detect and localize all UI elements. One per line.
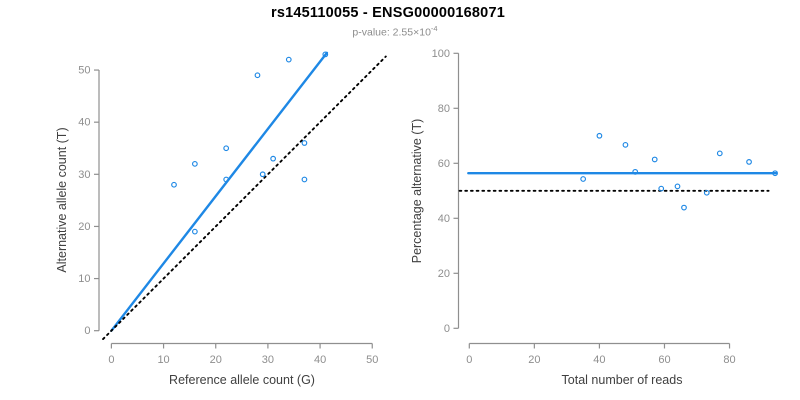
x-tick-label: 0 xyxy=(108,354,114,366)
y-tick-label: 10 xyxy=(78,273,90,285)
figure-subtitle: p-value: 2.55×10-4 xyxy=(0,24,790,39)
y-tick-label: 40 xyxy=(438,213,450,225)
x-axis-title: Reference allele count (G) xyxy=(169,373,315,387)
left-allele-count-panel: 0 10 20 30 40 50 0 10 20 30 40 50 Reference allele c… xyxy=(55,51,387,387)
data-point xyxy=(622,141,629,148)
data-point xyxy=(322,51,329,58)
y-axis-title: Alternative allele count (T) xyxy=(55,127,69,272)
y-tick-label: 0 xyxy=(444,323,450,335)
x-tick-label: 50 xyxy=(366,354,378,366)
data-point xyxy=(651,156,658,163)
data-point xyxy=(681,204,687,211)
x-tick-label: 60 xyxy=(658,354,670,366)
x-tick-label: 20 xyxy=(210,354,222,366)
y-axis-title: Percentage alternative (T) xyxy=(410,119,424,264)
data-point xyxy=(746,159,752,165)
y-tick-label: 100 xyxy=(432,48,450,60)
y-tick-label: 40 xyxy=(78,117,90,129)
data-point xyxy=(301,176,308,183)
x-tick-label: 40 xyxy=(314,354,326,366)
data-point xyxy=(658,185,665,192)
pvalue-text: p-value: 2.55×10 xyxy=(352,26,431,39)
fit-line xyxy=(110,51,329,332)
data-point xyxy=(285,56,292,63)
data-point xyxy=(716,150,723,157)
identity-line xyxy=(102,55,387,340)
data-point xyxy=(223,176,230,183)
x-tick-label: 80 xyxy=(723,354,735,366)
x-tick-label: 30 xyxy=(262,354,274,366)
data-point xyxy=(171,181,177,188)
x-axis-title: Total number of reads xyxy=(562,373,683,387)
data-point xyxy=(772,170,778,177)
data-point xyxy=(301,140,308,146)
y-tick-label: 20 xyxy=(438,268,450,280)
y-tick-label: 0 xyxy=(84,325,90,337)
data-point xyxy=(703,189,710,196)
data-point xyxy=(259,171,266,178)
right-percentage-panel: 0 20 40 60 80 100 0 20 40 60 80 Total number of rea… xyxy=(410,48,778,387)
figure-title: rs145110055 - ENSG00000168071 xyxy=(271,5,505,21)
data-point xyxy=(632,168,639,175)
data-point xyxy=(596,132,603,139)
x-tick-label: 40 xyxy=(593,354,605,366)
data-point xyxy=(270,155,277,162)
data-point xyxy=(191,161,198,167)
y-tick-label: 20 xyxy=(78,221,90,233)
y-tick-label: 30 xyxy=(78,169,90,181)
x-tick-label: 20 xyxy=(528,354,540,366)
y-tick-label: 80 xyxy=(438,103,450,115)
pvalue-exponent: -4 xyxy=(430,24,438,33)
y-tick-label: 60 xyxy=(438,158,450,170)
x-tick-label: 0 xyxy=(466,354,472,366)
y-tick-label: 50 xyxy=(78,65,90,77)
data-point xyxy=(674,183,681,190)
data-point xyxy=(254,72,261,79)
x-tick-label: 10 xyxy=(157,354,169,366)
data-point xyxy=(580,176,587,182)
data-point xyxy=(223,145,230,152)
data-point xyxy=(191,228,198,235)
